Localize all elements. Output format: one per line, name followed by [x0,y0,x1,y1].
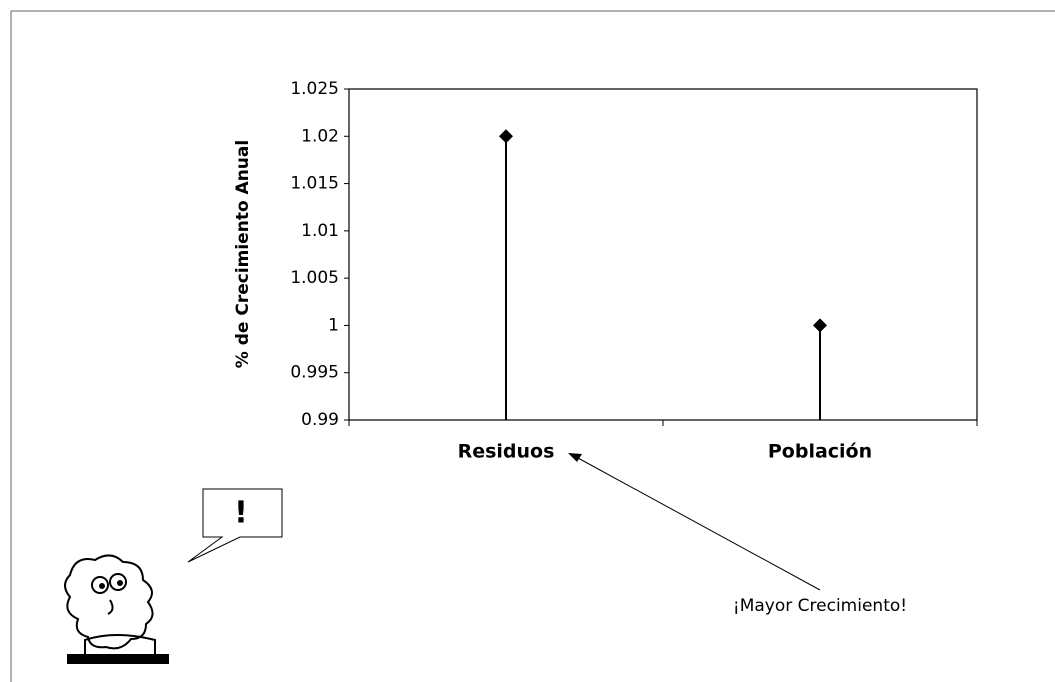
y-tick-label: 1.005 [290,268,339,288]
marker [813,318,827,332]
y-tick-label: 1.01 [301,221,339,241]
y-tick-label: 1.02 [301,126,339,146]
arrow-head [568,453,582,462]
annotation: ¡Mayor Crecimiento! [733,596,907,616]
y-tick-label: 0.995 [290,363,339,383]
marker [499,129,513,143]
plot-area [349,89,977,420]
x-tick-label: Población [768,441,872,463]
y-tick-label: 1.025 [290,79,339,99]
y-tick-label: 1 [328,315,339,335]
x-tick-label: Residuos [458,441,555,463]
bubble-text: ! [234,496,248,531]
annotation-arrow [578,458,820,590]
y-tick-label: 1.015 [290,174,339,194]
cartoon [65,555,168,663]
slide: % de Crecimiento Anual ¡Mayor Crecimient… [0,0,1055,682]
y-axis-title: % de Crecimiento Anual [233,140,253,368]
y-tick-label: 0.99 [301,410,339,430]
